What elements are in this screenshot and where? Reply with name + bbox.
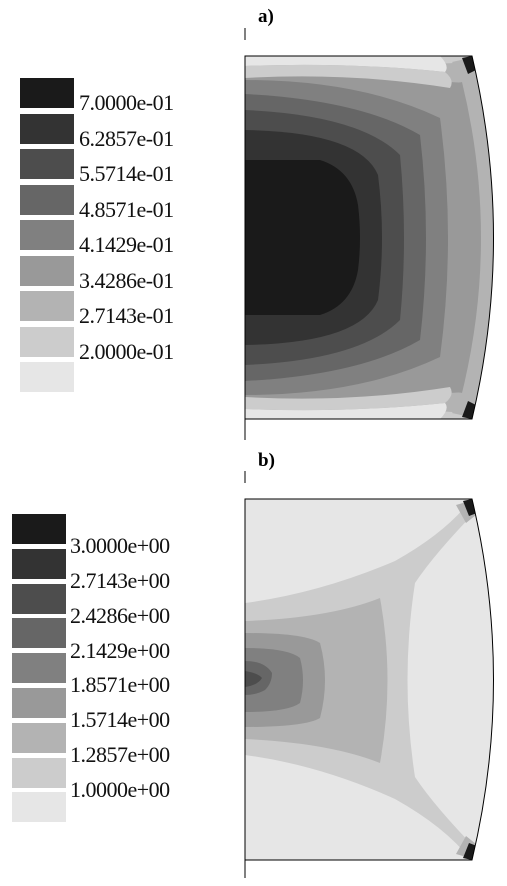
legend-value: 2.7143e+00 [70, 568, 170, 593]
legend-swatch [12, 722, 66, 753]
legend-value: 2.7143e-01 [79, 303, 174, 328]
legend-swatch [20, 184, 74, 215]
legend-value: 3.4286e-01 [79, 268, 174, 293]
legend-swatch [20, 255, 74, 286]
legend-value: 1.8571e+00 [70, 672, 170, 697]
legend-value: 1.0000e+00 [70, 777, 170, 802]
legend-swatch [20, 149, 74, 179]
legend-swatch [12, 548, 66, 579]
legend-value: 1.2857e+00 [70, 742, 170, 767]
legend-value: 2.1429e+00 [70, 638, 170, 663]
legend-value: 2.4286e+00 [70, 603, 170, 628]
panel-b: b) 3.0000e+00 2.7143e+00 2.4286e+00 2.14… [0, 443, 507, 886]
legend-value: 4.8571e-01 [79, 197, 174, 222]
legend-value: 3.0000e+00 [70, 533, 170, 558]
legend-swatch [20, 78, 74, 108]
legend-value: 2.0000e-01 [79, 339, 174, 364]
legend-swatch [12, 757, 66, 788]
legend-swatch [12, 653, 66, 684]
panel-a-contour-plot [244, 28, 494, 440]
panel-a-label: a) [258, 6, 274, 27]
legend-swatch [20, 326, 74, 357]
legend-swatch [12, 792, 66, 823]
panel-b-label: b) [258, 450, 275, 471]
panel-b-contour-plot [244, 471, 494, 878]
legend-value: 1.5714e+00 [70, 707, 170, 732]
legend-swatch [12, 514, 66, 544]
legend-swatch [12, 583, 66, 614]
legend-swatch [20, 291, 74, 321]
legend-swatch [20, 362, 74, 392]
legend-value: 7.0000e-01 [79, 90, 174, 115]
legend-value: 4.1429e-01 [79, 232, 174, 257]
legend-swatch [20, 113, 74, 144]
legend-value: 6.2857e-01 [79, 126, 174, 151]
legend-swatch [12, 618, 66, 649]
legend-swatch [20, 220, 74, 250]
panel-a: a) 7.0000e-01 6.2857e-01 5.5714e-01 4.85… [0, 0, 507, 440]
legend-value: 5.5714e-01 [79, 161, 174, 186]
legend-swatch [12, 688, 66, 718]
